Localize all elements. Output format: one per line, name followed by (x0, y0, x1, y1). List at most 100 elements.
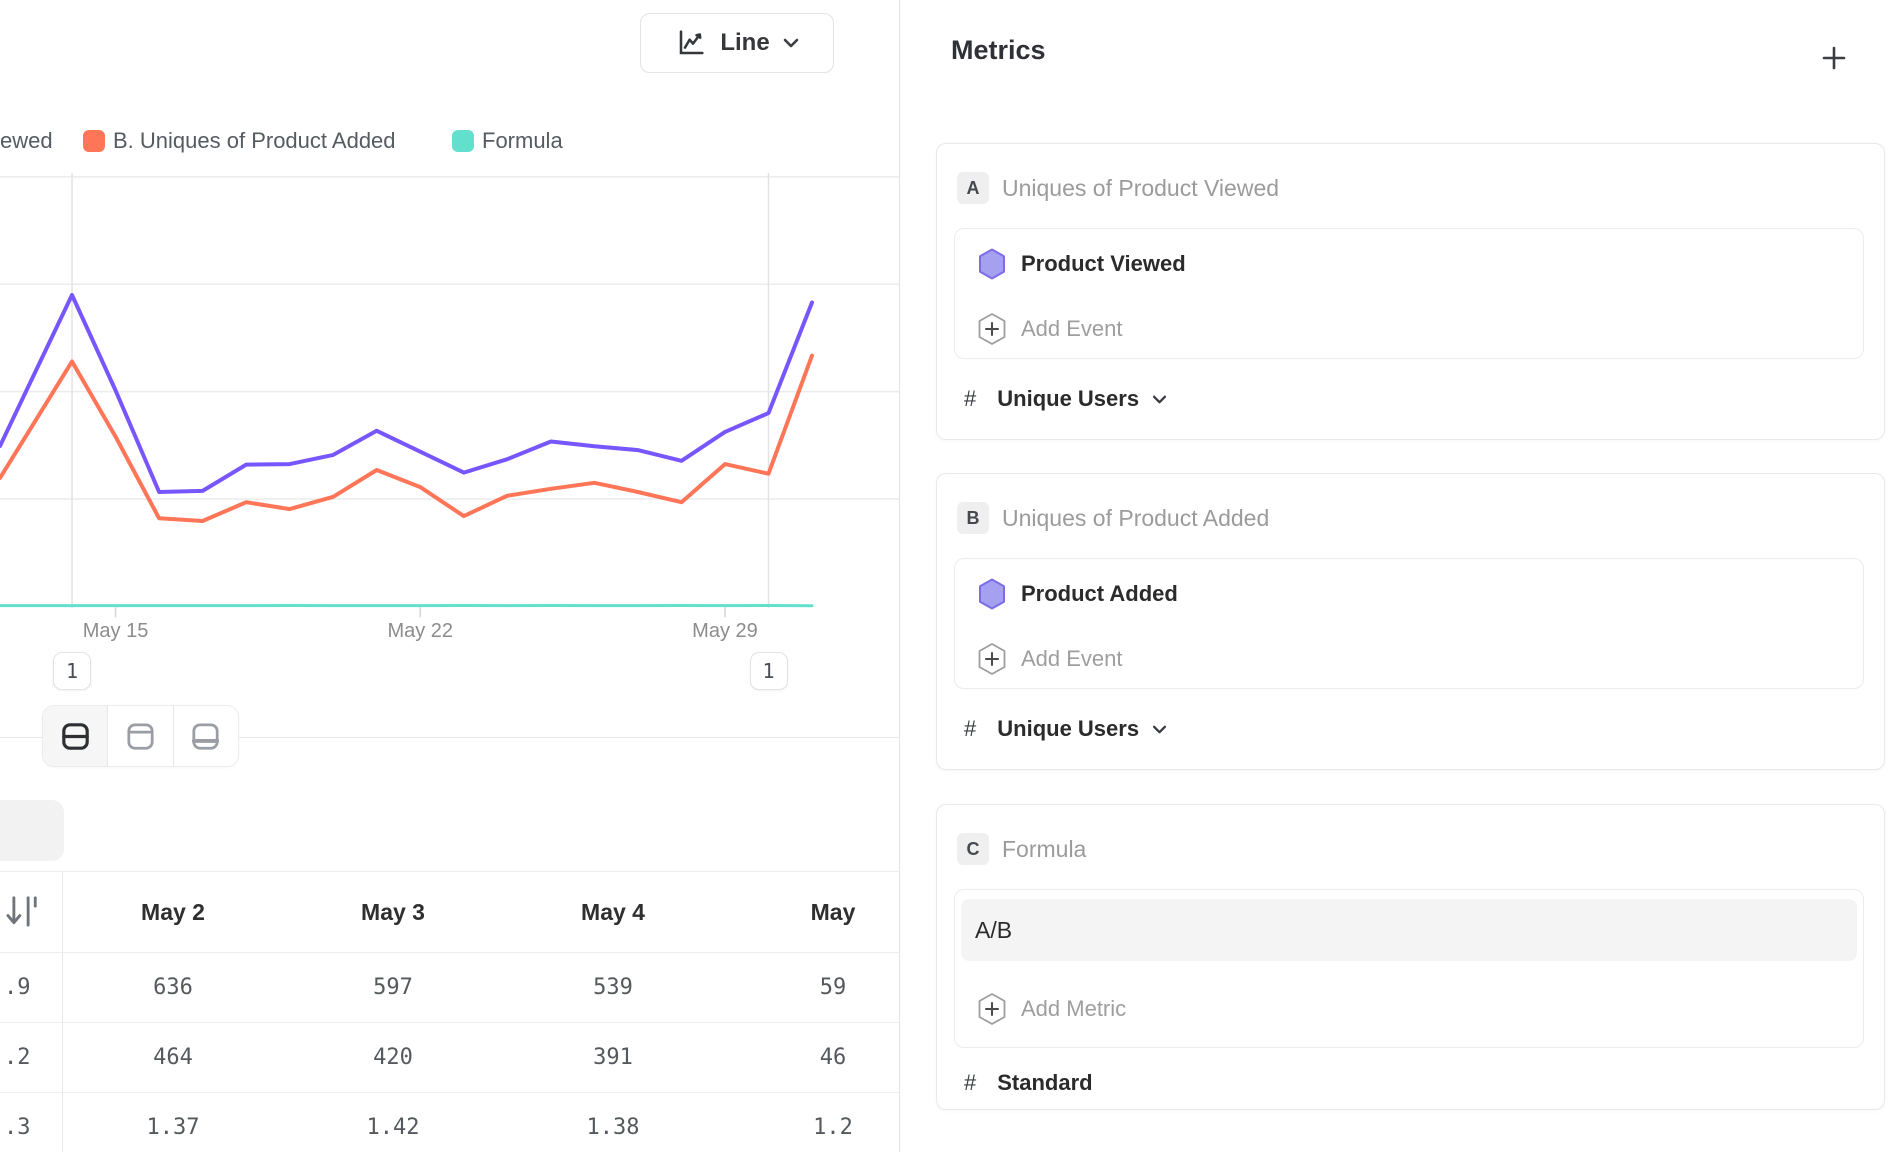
legend-item-formula[interactable]: Formula (452, 127, 563, 155)
column-header[interactable]: May 2 (141, 898, 205, 925)
panel-divider (0, 737, 899, 738)
metric-badge: C (957, 833, 989, 865)
legend-label: ewed (0, 128, 53, 153)
add-metric-label: Add Metric (1021, 996, 1127, 1021)
column-header[interactable]: May 4 (581, 898, 645, 925)
event-box: Product Viewed Add Event (954, 228, 1864, 359)
table-sort-header[interactable] (0, 872, 63, 952)
row-label-fragment: .2 (0, 1023, 63, 1092)
x-axis-label: May 29 (692, 620, 758, 642)
metric-badge: B (957, 502, 989, 534)
toggle-table-only-view[interactable] (172, 706, 238, 766)
add-event-label: Add Event (1021, 316, 1123, 341)
formula-box: A/B Add Metric (954, 889, 1864, 1048)
table-cell: 420 (373, 1045, 413, 1070)
view-toggle-group (42, 705, 239, 767)
metric-card-title: Uniques of Product Viewed (1002, 174, 1280, 201)
add-event-hexagon-plus-icon (963, 642, 1021, 676)
measurement-selector[interactable]: # Standard (964, 1070, 1093, 1096)
table-cell: 391 (593, 1045, 633, 1070)
measurement-label: Standard (997, 1070, 1093, 1095)
add-event-button[interactable]: Add Event (963, 311, 1123, 347)
metric-badge: A (957, 172, 989, 204)
annotation-badge[interactable]: 1 (53, 652, 92, 690)
metric-card-title: Uniques of Product Added (1002, 504, 1270, 531)
legend-item-product-added[interactable]: B. Uniques of Product Added (83, 127, 396, 155)
row-label-fragment: .3 (0, 1093, 63, 1152)
hash-icon: # (964, 1070, 977, 1095)
chevron-down-icon (1153, 395, 1167, 403)
legend-swatch-teal (452, 130, 474, 152)
line-chart-icon (680, 30, 704, 55)
event-box: Product Added Add Event (954, 558, 1864, 689)
event-hexagon-icon (963, 248, 1021, 280)
table-row[interactable]: .9 636 597 539 59 (0, 953, 899, 1023)
event-hexagon-icon (963, 578, 1021, 610)
hash-icon: # (964, 386, 977, 411)
annotation-badge[interactable]: 1 (749, 652, 788, 690)
event-row-product-added[interactable]: Product Added (963, 576, 1178, 612)
table-cell: 46 (819, 1045, 847, 1070)
row-label-fragment: .9 (0, 953, 63, 1022)
formula-input[interactable]: A/B (961, 899, 1857, 961)
table-header-row: May 2 May 3 May 4 May (0, 872, 899, 953)
add-metric-button[interactable]: Add Metric (963, 991, 1126, 1027)
add-event-button[interactable]: Add Event (963, 641, 1123, 677)
add-event-hexagon-plus-icon (963, 312, 1021, 346)
table-row[interactable]: .2 464 420 391 46 (0, 1023, 899, 1093)
chevron-down-icon (1153, 725, 1167, 733)
table-cell: 1.37 (146, 1115, 200, 1140)
measurement-label: Unique Users (997, 386, 1140, 411)
metrics-panel: Metrics A Uniques of Product Viewed (899, 0, 1898, 1152)
table-cell: 1.38 (586, 1115, 640, 1140)
metric-card-title: Formula (1002, 835, 1087, 862)
table-cell: 597 (373, 975, 413, 1000)
table-row[interactable]: .3 1.37 1.42 1.38 1.2 (0, 1093, 899, 1152)
metric-card-b: B Uniques of Product Added Product Added (936, 473, 1885, 770)
measurement-selector[interactable]: # Unique Users (964, 716, 1167, 742)
formula-value: A/B (975, 916, 1013, 943)
x-axis-label: May 15 (82, 620, 149, 642)
toggle-split-view[interactable] (43, 706, 108, 766)
toggle-chart-only-view[interactable] (107, 706, 173, 766)
metric-card-header: B Uniques of Product Added (957, 502, 1269, 534)
measurement-selector[interactable]: # Unique Users (964, 386, 1167, 412)
event-name: Product Added (1021, 581, 1178, 606)
metric-card-c: C Formula A/B Add Metric (936, 804, 1885, 1110)
table-corner-chip (0, 800, 64, 861)
table-cell: 1.42 (366, 1115, 420, 1140)
add-metric-section-button[interactable] (1812, 36, 1856, 80)
legend-swatch-orange (83, 130, 105, 152)
table-cell: 539 (593, 975, 633, 1000)
line-chart: May 15 May 22 May 29 1 1 (0, 0, 899, 690)
chevron-down-icon (783, 38, 798, 48)
table-cell: 1.2 (813, 1115, 853, 1140)
metric-card-a: A Uniques of Product Viewed Product View… (936, 143, 1885, 440)
metric-card-header: A Uniques of Product Viewed (957, 172, 1279, 204)
table-only-view-icon (192, 722, 220, 750)
table-cell: 636 (153, 975, 193, 1000)
hash-icon: # (964, 716, 977, 741)
column-header[interactable]: May (810, 898, 856, 925)
legend-item-viewed-clipped[interactable]: ewed (0, 127, 53, 155)
x-axis-label: May 22 (387, 620, 454, 642)
sort-descending-icon (6, 896, 37, 927)
chart-type-button[interactable]: Line (640, 13, 834, 73)
table-cell: 464 (153, 1045, 193, 1070)
line-chart-canvas (0, 172, 899, 618)
plus-icon (1822, 46, 1846, 70)
add-metric-hexagon-plus-icon (963, 992, 1021, 1026)
legend-label: Formula (482, 128, 563, 153)
metric-card-header: C Formula (957, 833, 1086, 865)
split-view-icon (61, 722, 89, 750)
metrics-panel-title: Metrics (951, 35, 1046, 65)
chart-only-view-icon (127, 722, 154, 750)
event-row-product-viewed[interactable]: Product Viewed (963, 246, 1186, 282)
table-cell: 59 (819, 975, 847, 1000)
legend-label: B. Uniques of Product Added (113, 128, 396, 153)
chart-type-label: Line (720, 29, 770, 56)
chart-legend: ewed B. Uniques of Product Added Formula (0, 127, 899, 157)
event-name: Product Viewed (1021, 251, 1186, 276)
column-header[interactable]: May 3 (361, 898, 425, 925)
